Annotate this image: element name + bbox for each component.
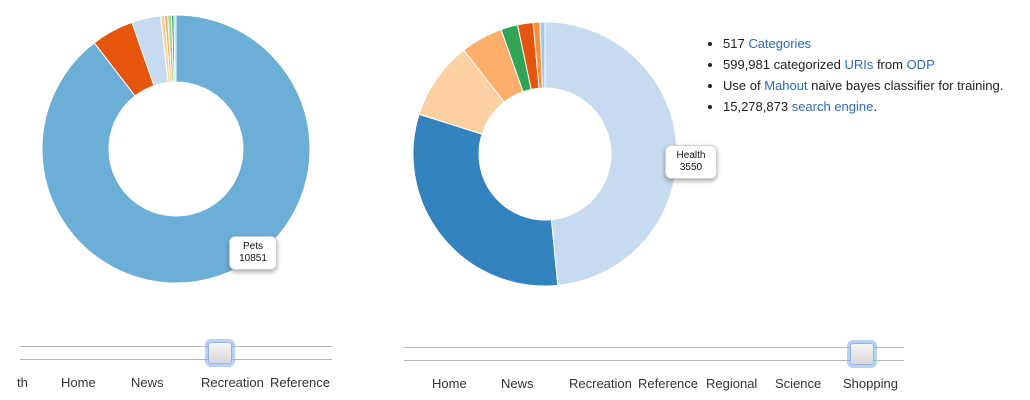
donut-chart-right: [412, 21, 678, 287]
slider-tick-label[interactable]: Home: [432, 376, 467, 391]
info-text: 15,278,873: [723, 99, 792, 114]
categories-link[interactable]: Categories: [748, 36, 812, 51]
slider-tick-label[interactable]: Recreation: [201, 375, 264, 390]
donut-slice[interactable]: [539, 21, 546, 89]
slider-tick-label[interactable]: th: [17, 375, 28, 390]
info-text: 517: [723, 36, 749, 51]
slider-tick-label[interactable]: News: [131, 375, 164, 390]
slider-handle[interactable]: [208, 342, 232, 364]
slider-tick-label[interactable]: Reference: [270, 375, 330, 390]
tooltip-value: 10851: [239, 253, 267, 264]
chart-tooltip-pets: Pets 10851: [229, 236, 277, 270]
donut-slice-health[interactable]: [544, 21, 678, 286]
search-engine-link[interactable]: search engine: [791, 99, 874, 114]
donut-slice[interactable]: [412, 113, 559, 287]
donut-slice[interactable]: [173, 14, 177, 83]
info-text: Use of: [723, 78, 765, 93]
info-text: .: [873, 99, 877, 114]
category-slider-left[interactable]: [20, 338, 332, 368]
slider-handle[interactable]: [850, 343, 874, 365]
tooltip-label: Pets: [242, 241, 263, 252]
slider-tick-label[interactable]: News: [501, 376, 534, 391]
slider-tick-label[interactable]: Reference: [638, 376, 698, 391]
info-text: 599,981 categorized: [723, 57, 845, 72]
info-item-search-engine: 15,278,873 search engine.: [723, 96, 1003, 117]
slider-tick-label[interactable]: Shopping: [843, 376, 898, 391]
info-text: naive bayes classifier for training.: [807, 78, 1004, 93]
uris-link[interactable]: URIs: [844, 57, 874, 72]
slider-tick-label[interactable]: Regional: [706, 376, 758, 391]
info-item-uris: 599,981 categorized URIs from ODP: [723, 54, 1003, 75]
slider-track-top: [20, 346, 332, 347]
slider-tick-label[interactable]: Recreation: [569, 376, 632, 391]
odp-link[interactable]: ODP: [906, 57, 935, 72]
tooltip-value: 3550: [679, 162, 703, 173]
tooltip-label: Health: [676, 150, 706, 161]
category-slider-right[interactable]: [404, 341, 904, 371]
donut-chart-left: [41, 14, 311, 284]
info-list: 517 Categories 599,981 categorized URIs …: [705, 33, 1003, 117]
mahout-link[interactable]: Mahout: [764, 78, 808, 93]
slider-track-bottom: [20, 359, 332, 360]
slider-track-top: [404, 347, 904, 348]
donut-slice-pets[interactable]: [41, 14, 311, 284]
info-text: from: [873, 57, 907, 72]
slider-tick-label[interactable]: Home: [61, 375, 96, 390]
chart-tooltip-health: Health 3550: [665, 145, 717, 179]
slider-tick-label[interactable]: Science: [775, 376, 822, 391]
info-item-categories: 517 Categories: [723, 33, 1003, 54]
slider-track-bottom: [404, 360, 904, 361]
info-item-mahout: Use of Mahout naive bayes classifier for…: [723, 75, 1003, 96]
